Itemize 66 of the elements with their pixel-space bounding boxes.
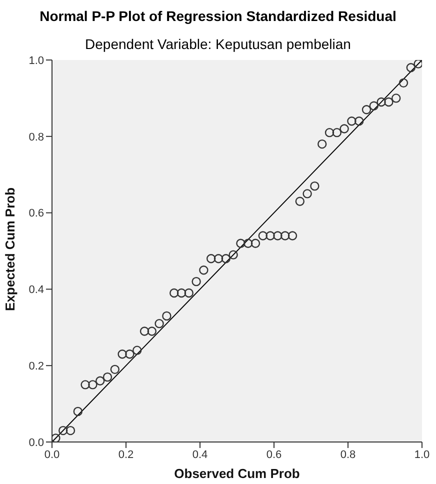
point xyxy=(206,254,216,264)
point xyxy=(295,196,304,206)
point xyxy=(118,350,127,359)
point xyxy=(398,78,408,88)
point xyxy=(273,231,282,240)
point xyxy=(52,434,60,442)
y-tick-label: 0.0 xyxy=(28,436,44,449)
x-tick-label: 1.0 xyxy=(414,448,430,461)
y-tick-label: 0.6 xyxy=(28,208,44,220)
point xyxy=(88,380,98,390)
point xyxy=(324,128,334,138)
point xyxy=(362,105,372,114)
x-tick-label: 0.0 xyxy=(44,448,60,461)
point xyxy=(384,97,394,107)
point xyxy=(406,63,416,72)
point xyxy=(66,426,76,436)
point xyxy=(214,254,224,264)
point xyxy=(258,231,268,240)
point xyxy=(318,139,327,149)
point xyxy=(280,231,290,240)
x-axis-title: Observed Cum Prob xyxy=(174,466,300,481)
point xyxy=(147,326,156,336)
point xyxy=(310,181,320,191)
point xyxy=(392,94,401,103)
x-tick-label: 0.2 xyxy=(118,448,134,461)
y-tick-label: 0.8 xyxy=(28,131,44,144)
point xyxy=(250,238,260,248)
point xyxy=(244,238,253,248)
point xyxy=(96,376,105,386)
point xyxy=(176,288,186,298)
y-tick-label: 0.4 xyxy=(28,284,44,296)
point xyxy=(221,254,230,264)
y-tick-label: 0.2 xyxy=(28,360,44,373)
point xyxy=(58,426,68,436)
point xyxy=(228,250,238,260)
point xyxy=(125,350,134,359)
x-tick-label: 0.4 xyxy=(192,448,208,461)
point xyxy=(102,372,112,382)
point xyxy=(154,318,164,328)
point xyxy=(236,238,246,248)
chart-title: Normal P-P Plot of Regression Standardized Residual xyxy=(38,8,398,24)
point xyxy=(73,406,82,416)
point xyxy=(184,288,194,298)
chart-subtitle: Dependent Variable: Keputusan pembelian xyxy=(84,36,352,52)
point xyxy=(192,276,201,286)
y-tick-label: 1.0 xyxy=(28,54,44,67)
point xyxy=(414,60,422,68)
point xyxy=(347,116,356,126)
point xyxy=(369,101,378,110)
point xyxy=(170,288,179,298)
point xyxy=(302,189,312,198)
point xyxy=(140,326,150,336)
point xyxy=(110,364,120,374)
point xyxy=(332,128,342,138)
point xyxy=(199,266,208,275)
y-axis-title: Expected Cum Prob xyxy=(2,187,18,311)
point xyxy=(132,346,142,355)
point xyxy=(266,231,275,240)
point xyxy=(162,311,172,321)
point xyxy=(376,97,386,107)
x-tick-label: 0.8 xyxy=(340,448,356,461)
point xyxy=(288,231,298,240)
point xyxy=(340,124,349,134)
point xyxy=(80,380,90,390)
x-tick-label: 0.6 xyxy=(266,448,282,461)
point xyxy=(354,116,364,126)
